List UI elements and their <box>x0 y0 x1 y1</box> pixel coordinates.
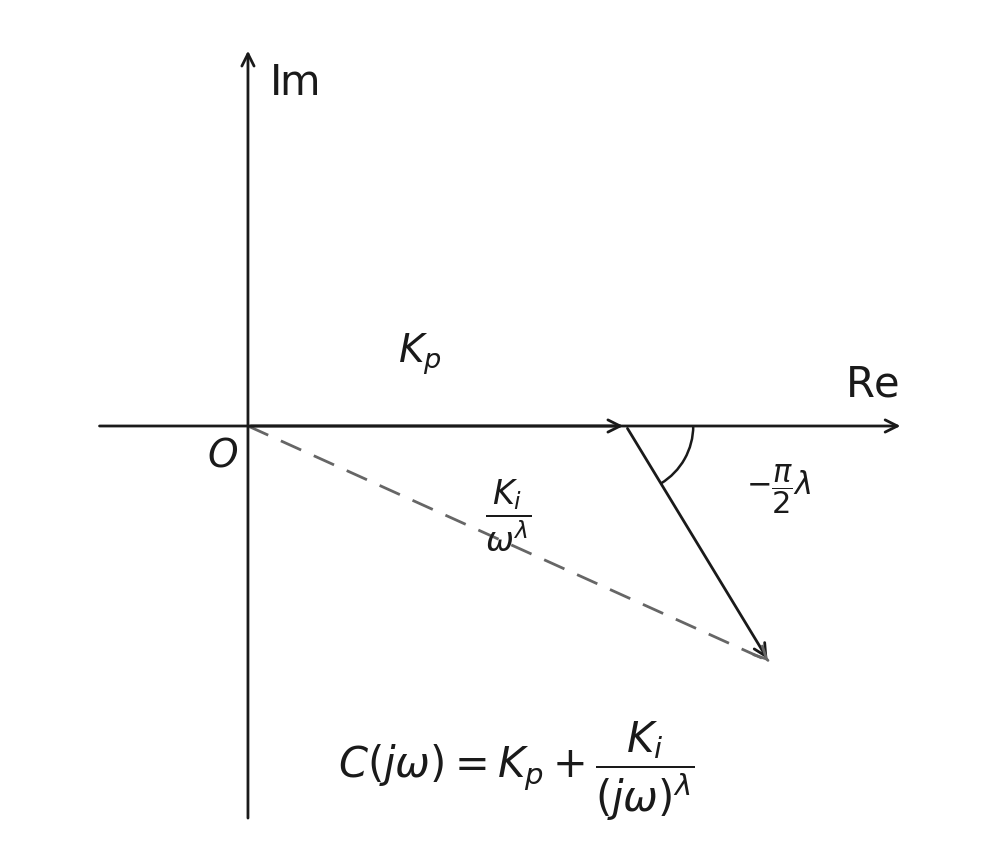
Text: $\mathrm{Re}$: $\mathrm{Re}$ <box>845 363 899 405</box>
Text: $O$: $O$ <box>207 438 238 474</box>
Text: $K_p$: $K_p$ <box>398 330 442 376</box>
Text: $\dfrac{K_i}{\omega^{\lambda}}$: $\dfrac{K_i}{\omega^{\lambda}}$ <box>485 476 532 553</box>
Text: $C\left(j\omega\right) = K_p + \dfrac{K_i}{\left(j\omega\right)^{\lambda}}$: $C\left(j\omega\right) = K_p + \dfrac{K_… <box>338 719 695 822</box>
Text: $-\dfrac{\pi}{2}\lambda$: $-\dfrac{\pi}{2}\lambda$ <box>746 461 812 515</box>
Text: $\mathrm{Im}$: $\mathrm{Im}$ <box>269 61 319 103</box>
